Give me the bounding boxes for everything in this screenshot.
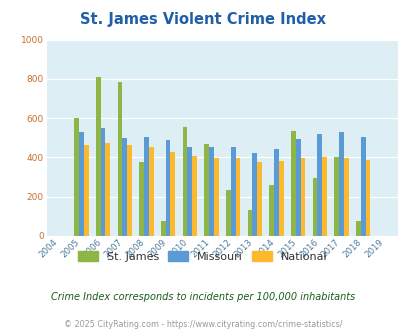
Bar [182, 127, 187, 236]
Bar [165, 140, 170, 236]
Bar [230, 147, 235, 236]
Bar [273, 148, 278, 236]
Bar [122, 138, 127, 236]
Bar [334, 157, 338, 236]
Bar [317, 134, 322, 236]
Bar [160, 221, 165, 236]
Bar [312, 178, 317, 236]
Bar [105, 143, 110, 236]
Bar [96, 77, 100, 236]
Bar [139, 162, 144, 236]
Bar [204, 144, 209, 236]
Bar [256, 162, 261, 236]
Text: © 2025 CityRating.com - https://www.cityrating.com/crime-statistics/: © 2025 CityRating.com - https://www.city… [64, 320, 341, 329]
Text: Crime Index corresponds to incidents per 100,000 inhabitants: Crime Index corresponds to incidents per… [51, 292, 354, 302]
Legend: St. James, Missouri, National: St. James, Missouri, National [78, 251, 327, 262]
Bar [252, 152, 256, 236]
Bar [322, 157, 326, 236]
Bar [226, 190, 230, 236]
Bar [187, 147, 192, 236]
Bar [79, 132, 83, 236]
Bar [192, 156, 196, 236]
Bar [247, 211, 252, 236]
Bar [148, 147, 153, 236]
Bar [360, 137, 364, 236]
Bar [127, 145, 132, 236]
Bar [355, 221, 360, 236]
Bar [144, 137, 148, 236]
Bar [213, 158, 218, 236]
Text: St. James Violent Crime Index: St. James Violent Crime Index [80, 12, 325, 26]
Bar [343, 158, 348, 236]
Bar [269, 185, 273, 236]
Bar [295, 139, 300, 236]
Bar [300, 158, 305, 236]
Bar [209, 147, 213, 236]
Bar [364, 160, 369, 236]
Bar [74, 118, 79, 236]
Bar [117, 82, 122, 236]
Bar [83, 145, 88, 236]
Bar [290, 131, 295, 236]
Bar [235, 158, 240, 236]
Bar [278, 161, 283, 236]
Bar [338, 132, 343, 236]
Bar [170, 151, 175, 236]
Bar [100, 128, 105, 236]
